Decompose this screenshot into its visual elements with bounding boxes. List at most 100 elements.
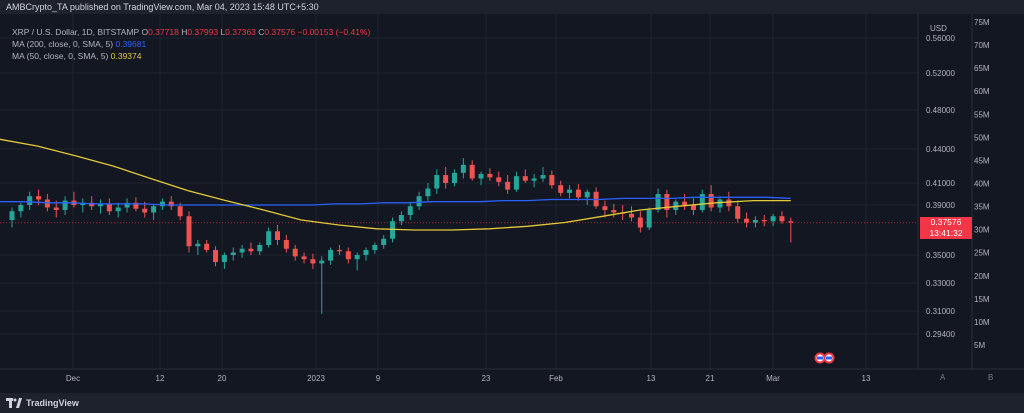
price-tick-label: 0.56000 bbox=[926, 34, 955, 43]
candle bbox=[283, 235, 289, 253]
time-tick-label: 20 bbox=[218, 374, 227, 383]
price-tick-label: 0.41000 bbox=[926, 179, 955, 188]
candle bbox=[204, 240, 210, 253]
time-tick-label: 21 bbox=[706, 374, 715, 383]
candle bbox=[469, 160, 475, 181]
price-tick-label: 0.44000 bbox=[926, 145, 955, 154]
volume-tick-label: 10M bbox=[974, 318, 990, 327]
candle bbox=[195, 240, 201, 255]
candle bbox=[239, 245, 245, 258]
auto-scale-button[interactable]: A bbox=[940, 373, 946, 382]
symbol-label: XRP / U.S. Dollar, 1D, BITSTAMP bbox=[12, 27, 140, 37]
time-tick-label: 9 bbox=[376, 374, 381, 383]
candle bbox=[416, 191, 422, 210]
footer-bar: TradingView bbox=[0, 393, 1024, 413]
candle bbox=[292, 245, 298, 261]
flag-events-icon[interactable] bbox=[814, 352, 836, 364]
candle bbox=[106, 198, 112, 215]
candle bbox=[328, 247, 334, 265]
candle bbox=[735, 200, 741, 223]
candle bbox=[460, 158, 466, 179]
price-tick-label: 0.52000 bbox=[926, 69, 955, 78]
candle bbox=[708, 185, 714, 212]
candle bbox=[151, 203, 157, 220]
open-label: O bbox=[141, 27, 149, 37]
candle bbox=[213, 246, 219, 267]
candle bbox=[522, 169, 528, 183]
candle bbox=[62, 196, 68, 215]
candle bbox=[788, 217, 794, 243]
candle bbox=[363, 247, 369, 261]
time-tick-label: 23 bbox=[482, 374, 491, 383]
publisher-bar: AMBCrypto_TA published on TradingView.co… bbox=[0, 0, 1024, 14]
ohlc-row: XRP / U.S. Dollar, 1D, BITSTAMP O0.37718… bbox=[12, 26, 370, 38]
candle bbox=[761, 215, 767, 227]
price-chart[interactable]: USD 0.560000.520000.480000.440000.410000… bbox=[0, 14, 1024, 393]
time-tick-label: 13 bbox=[862, 374, 871, 383]
candle bbox=[549, 170, 555, 189]
candle bbox=[531, 173, 537, 188]
candle bbox=[257, 242, 263, 255]
candle bbox=[186, 211, 192, 253]
candle bbox=[27, 191, 33, 210]
volume-tick-label: 60M bbox=[974, 87, 990, 96]
chart-legend: XRP / U.S. Dollar, 1D, BITSTAMP O0.37718… bbox=[12, 26, 370, 62]
ma200-row[interactable]: MA (200, close, 0, SMA, 5) 0.39681 bbox=[12, 38, 370, 50]
currency-label: USD bbox=[930, 24, 947, 33]
candle bbox=[690, 198, 696, 215]
volume-tick-label: 75M bbox=[974, 18, 990, 27]
candle bbox=[18, 202, 24, 218]
candle bbox=[177, 202, 183, 220]
candle bbox=[354, 252, 360, 271]
grid-lines bbox=[0, 14, 918, 369]
ma200-line bbox=[0, 196, 791, 206]
volume-tick-label: 70M bbox=[974, 41, 990, 50]
candle bbox=[602, 200, 608, 218]
candle bbox=[505, 175, 511, 194]
low-label: L bbox=[220, 27, 226, 37]
candle bbox=[496, 171, 502, 187]
candle bbox=[319, 256, 325, 314]
change-value: −0.00153 (−0.41%) bbox=[297, 27, 371, 37]
candle bbox=[266, 227, 272, 248]
candle bbox=[398, 211, 404, 225]
brand-name: TradingView bbox=[26, 398, 79, 408]
candle bbox=[752, 216, 758, 228]
ma200-label: MA (200, close, 0, SMA, 5) bbox=[12, 39, 114, 49]
candle bbox=[425, 183, 431, 201]
candle bbox=[744, 212, 750, 228]
candle bbox=[664, 189, 670, 218]
candle bbox=[540, 167, 546, 182]
candle bbox=[770, 213, 776, 227]
publisher-text: AMBCrypto_TA published on TradingView.co… bbox=[6, 2, 319, 12]
time-axis: Dec 12 20 2023 9 23 Feb 13 21 Mar 13 bbox=[66, 374, 871, 383]
log-scale-button[interactable]: B bbox=[988, 373, 994, 382]
volume-tick-label: 30M bbox=[974, 226, 990, 235]
volume-tick-label: 35M bbox=[974, 203, 990, 212]
ma50-line bbox=[0, 138, 791, 231]
volume-tick-label: 5M bbox=[974, 341, 985, 350]
time-tick-label: 13 bbox=[647, 374, 656, 383]
candle bbox=[629, 206, 634, 222]
price-tick-label: 0.29400 bbox=[926, 330, 955, 339]
candle bbox=[98, 199, 103, 214]
ma50-row[interactable]: MA (50, close, 0, SMA, 5) 0.39374 bbox=[12, 50, 370, 62]
candle bbox=[372, 242, 378, 254]
volume-tick-label: 50M bbox=[974, 133, 990, 142]
volume-tick-label: 15M bbox=[974, 295, 990, 304]
open-value: 0.37718 bbox=[148, 27, 179, 37]
candle bbox=[567, 185, 573, 199]
countdown-tag: 13:41:32 bbox=[920, 227, 972, 239]
price-tick-label: 0.31000 bbox=[926, 307, 955, 316]
time-tick-label: Mar bbox=[766, 374, 780, 383]
candle bbox=[779, 211, 785, 224]
candle bbox=[9, 207, 15, 228]
volume-tick-label: 25M bbox=[974, 249, 990, 258]
last-price-tag: 0.37576 bbox=[920, 216, 972, 228]
close-label: C bbox=[258, 27, 265, 37]
high-value: 0.37993 bbox=[187, 27, 219, 37]
volume-tick-label: 55M bbox=[974, 110, 990, 119]
candle bbox=[513, 171, 519, 192]
candle bbox=[124, 198, 130, 213]
candle bbox=[381, 235, 387, 249]
